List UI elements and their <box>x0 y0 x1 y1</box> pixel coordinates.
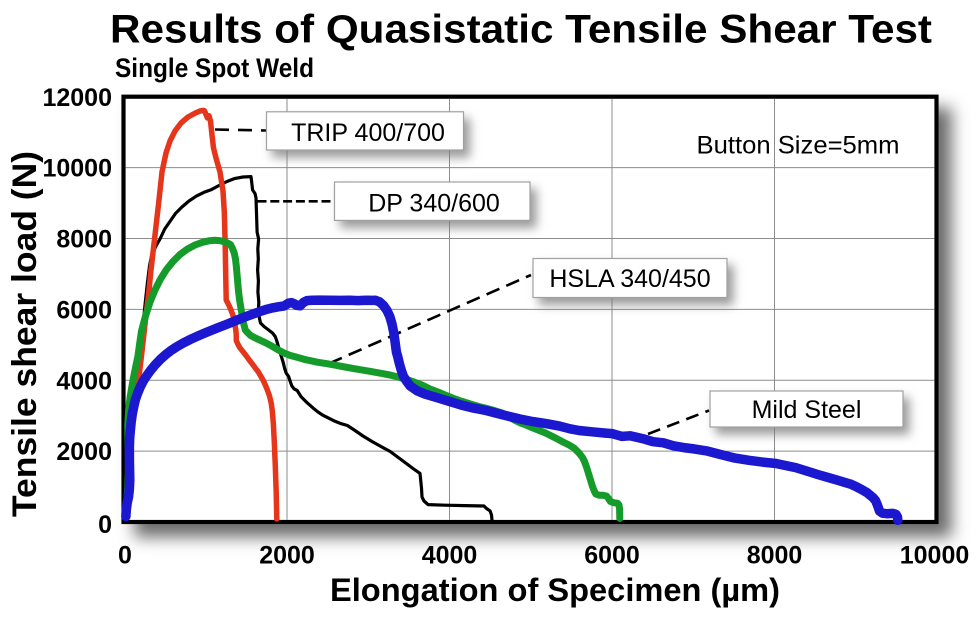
svg-text:HSLA 340/450: HSLA 340/450 <box>549 265 710 293</box>
svg-text:0: 0 <box>118 542 132 570</box>
svg-text:4000: 4000 <box>422 542 478 570</box>
svg-text:Button Size=5mm: Button Size=5mm <box>697 132 900 160</box>
svg-text:12000: 12000 <box>42 84 112 112</box>
svg-text:10000: 10000 <box>42 155 112 183</box>
svg-text:8000: 8000 <box>747 542 803 570</box>
svg-text:6000: 6000 <box>56 297 112 325</box>
svg-text:2000: 2000 <box>56 438 112 466</box>
svg-text:Tensile shear load (N): Tensile shear load (N) <box>6 151 44 517</box>
svg-text:Mild Steel: Mild Steel <box>752 396 862 424</box>
svg-text:4000: 4000 <box>56 367 112 395</box>
svg-text:8000: 8000 <box>56 226 112 254</box>
svg-text:TRIP 400/700: TRIP 400/700 <box>291 119 445 147</box>
svg-text:2000: 2000 <box>259 542 315 570</box>
svg-text:0: 0 <box>98 511 112 539</box>
svg-text:DP 340/600: DP 340/600 <box>368 190 500 218</box>
svg-text:Elongation of Specimen (µm): Elongation of Specimen (µm) <box>330 572 780 608</box>
svg-text:Results of Quasistatic Tensile: Results of Quasistatic Tensile Shear Tes… <box>110 8 932 52</box>
svg-text:10000: 10000 <box>900 542 970 570</box>
svg-text:Single Spot Weld: Single Spot Weld <box>115 53 314 83</box>
svg-text:6000: 6000 <box>584 542 640 570</box>
